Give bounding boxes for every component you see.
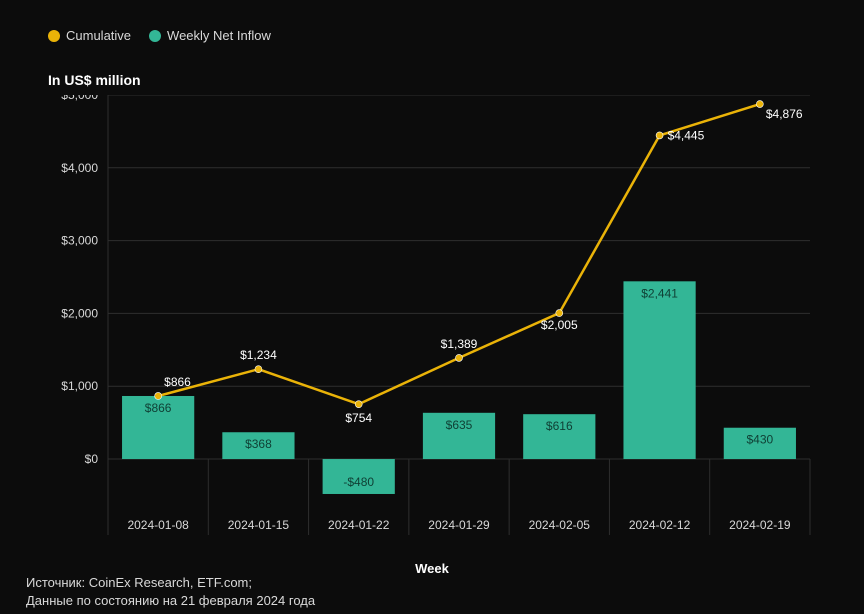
x-tick-label: 2024-02-05 xyxy=(529,518,591,532)
y-tick-label: $5,000 xyxy=(61,95,98,102)
line-marker xyxy=(656,132,663,139)
line-marker xyxy=(355,401,362,408)
y-tick-label: $0 xyxy=(85,452,99,466)
x-tick-label: 2024-02-12 xyxy=(629,518,691,532)
weekly-swatch xyxy=(149,30,161,42)
y-tick-label: $1,000 xyxy=(61,379,98,393)
bar-label: $616 xyxy=(546,419,573,433)
bar xyxy=(623,281,695,459)
line-marker xyxy=(556,310,563,317)
bar-label: $866 xyxy=(145,401,172,415)
bar-label: $2,441 xyxy=(641,286,678,300)
line-label: $4,445 xyxy=(668,128,705,142)
y-tick-label: $2,000 xyxy=(61,306,98,320)
bar-label: -$480 xyxy=(343,475,374,489)
x-tick-label: 2024-02-19 xyxy=(729,518,791,532)
line-label: $866 xyxy=(164,375,191,389)
line-label: $754 xyxy=(345,411,372,425)
chart-area: $0 $1,000 $2,000 $3,000 $4,000 $5,000 $866 $368… xyxy=(0,95,864,593)
legend-weekly-label: Weekly Net Inflow xyxy=(167,28,271,43)
line-marker xyxy=(255,366,262,373)
y-tick-label: $4,000 xyxy=(61,161,98,175)
chart-svg: $0 $1,000 $2,000 $3,000 $4,000 $5,000 $866 $368… xyxy=(0,95,864,593)
legend: Cumulative Weekly Net Inflow xyxy=(48,28,271,43)
legend-cumulative-label: Cumulative xyxy=(66,28,131,43)
chart-y-axis-title: In US$ million xyxy=(48,72,141,88)
x-tick-label: 2024-01-22 xyxy=(328,518,390,532)
cumulative-swatch xyxy=(48,30,60,42)
line-marker xyxy=(155,392,162,399)
chart-x-axis-title: Week xyxy=(415,561,449,576)
source-line-2: Данные по состоянию на 21 февраля 2024 г… xyxy=(26,593,315,608)
line-label: $4,876 xyxy=(766,107,803,121)
line-marker xyxy=(756,101,763,108)
legend-item-cumulative: Cumulative xyxy=(48,28,131,43)
bar-label: $430 xyxy=(747,433,774,447)
line-marker xyxy=(456,354,463,361)
x-tick-label: 2024-01-29 xyxy=(428,518,490,532)
source-line-1: Источник: CoinEx Research, ETF.com; xyxy=(26,575,252,590)
x-tick-label: 2024-01-08 xyxy=(127,518,189,532)
y-tick-label: $3,000 xyxy=(61,234,98,248)
line-label: $1,234 xyxy=(240,348,277,362)
line-label: $2,005 xyxy=(541,318,578,332)
legend-item-weekly: Weekly Net Inflow xyxy=(149,28,271,43)
x-tick-label: 2024-01-15 xyxy=(228,518,290,532)
bar-label: $635 xyxy=(446,418,473,432)
line-label: $1,389 xyxy=(441,337,478,351)
bar-label: $368 xyxy=(245,437,272,451)
